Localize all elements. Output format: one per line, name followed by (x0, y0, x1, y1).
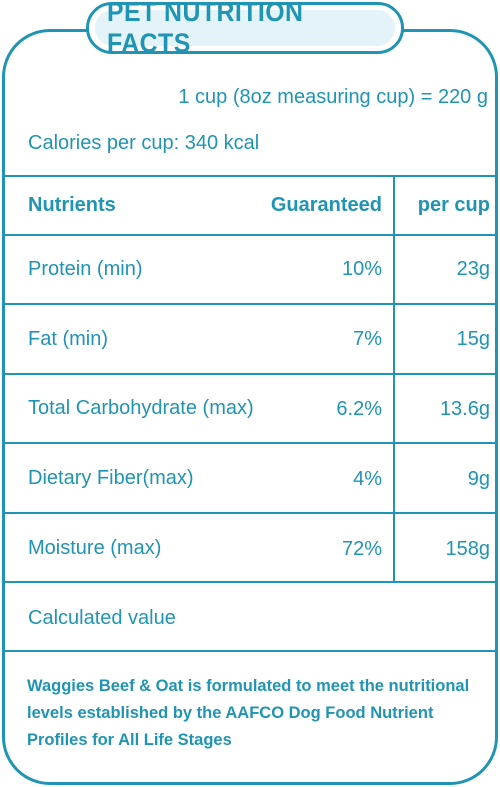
nutrient-guaranteed: 6.2% (336, 398, 382, 420)
nutrient-name: Protein (min) (28, 258, 143, 280)
title-badge-fill: PET NUTRITION FACTS (95, 0, 395, 58)
divider (5, 234, 497, 236)
nutrient-per-cup: 158g (445, 538, 491, 560)
page-title: PET NUTRITION FACTS (107, 0, 304, 58)
nutrient-name: Dietary Fiber(max) (28, 467, 194, 489)
nutrient-guaranteed: 4% (353, 468, 382, 490)
nutrient-guaranteed: 10% (341, 258, 382, 280)
title-badge: PET NUTRITION FACTS (86, 0, 404, 58)
header-guaranteed: Guaranteed (270, 194, 382, 216)
nutrition-panel (2, 29, 498, 785)
header-per-cup: per cup (417, 194, 490, 216)
serving-size: 1 cup (8oz measuring cup) = 220 g (178, 86, 488, 108)
header-nutrients: Nutrients (28, 194, 116, 216)
footer-statement: Waggies Beef & Oat is formulated to meet… (27, 677, 470, 749)
nutrient-per-cup: 9g (467, 468, 490, 490)
nutrient-name: Moisture (max) (28, 537, 162, 559)
nutrient-name: Fat (min) (28, 328, 108, 350)
calories-per-cup: Calories per cup: 340 kcal (28, 132, 260, 154)
divider (5, 581, 497, 583)
nutrient-per-cup: 15g (456, 328, 490, 350)
nutrient-per-cup: 13.6g (439, 398, 490, 420)
nutrient-per-cup: 23g (456, 258, 490, 280)
column-divider (393, 175, 395, 583)
divider (5, 373, 497, 375)
divider (5, 175, 497, 177)
calculated-value-note: Calculated value (28, 607, 176, 629)
divider (5, 650, 497, 652)
nutrient-name: Total Carbohydrate (max) (28, 397, 254, 419)
divider (5, 442, 497, 444)
divider (5, 512, 497, 514)
divider (5, 303, 497, 305)
nutrient-guaranteed: 7% (353, 328, 382, 350)
nutrient-guaranteed: 72% (341, 538, 382, 560)
